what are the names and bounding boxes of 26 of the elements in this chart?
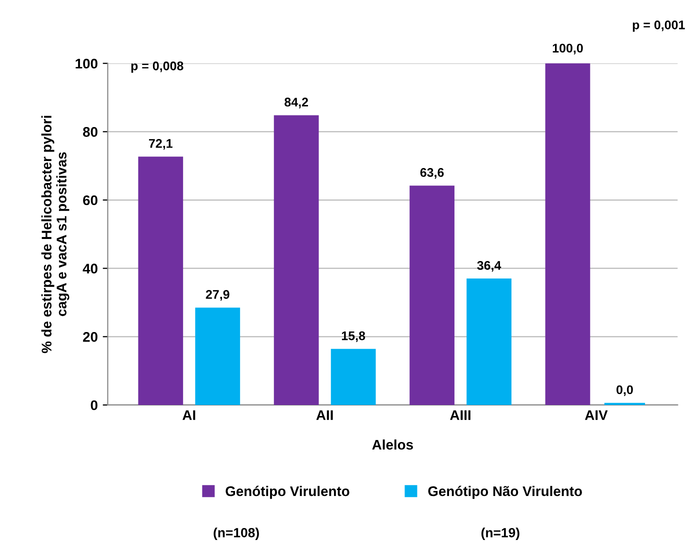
data-label: 63,6 <box>420 168 444 179</box>
data-label: 0,0 <box>616 385 633 396</box>
data-label: 72,1 <box>149 139 172 150</box>
y-tick-label: 40 <box>82 264 98 274</box>
y-tick-label: 100 <box>76 58 98 69</box>
text: (n=19) <box>481 528 520 540</box>
data-label: 27,9 <box>206 290 230 301</box>
text: p = 0,001 <box>632 20 685 32</box>
legend-label: Genótipo Virulento <box>226 486 350 499</box>
legend-label: Genótipo Não Virulento <box>428 486 582 499</box>
x-tick-label: AI <box>182 410 196 420</box>
x-axis-title: Alelos <box>372 439 413 450</box>
x-tick-label: AIII <box>450 410 470 420</box>
y-tick-label: 0 <box>90 400 98 410</box>
y-tick-label: 20 <box>83 332 98 342</box>
text: (n=108) <box>214 528 259 540</box>
y-tick-label: 80 <box>82 127 98 137</box>
x-tick-label: AII <box>316 410 333 420</box>
data-label: 36,4 <box>477 260 502 272</box>
data-label: 100,0 <box>552 44 583 54</box>
data-label: 84,2 <box>284 98 308 108</box>
annotation: p = 0,008 <box>131 61 184 73</box>
y-tick-label: 60 <box>83 195 98 206</box>
x-tick-label: AIV <box>584 410 608 420</box>
data-label: 15,8 <box>342 331 366 342</box>
y-axis-title: % de estirpes de Helicobacter pylori cagA e vacA s1 positivas <box>41 116 70 354</box>
